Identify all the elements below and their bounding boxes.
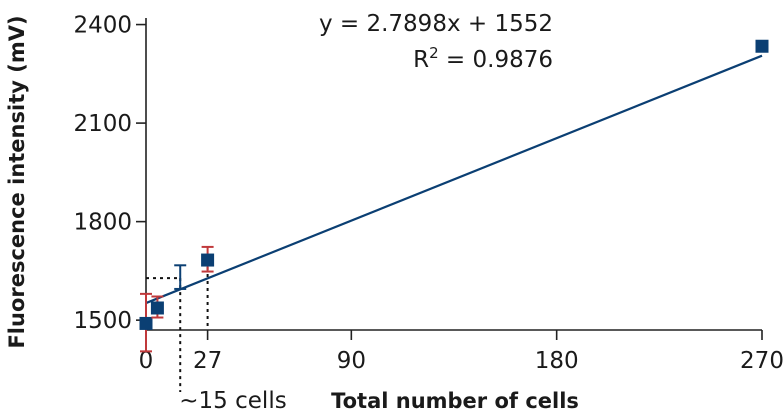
- r-squared-label: R2 = 0.9876: [413, 44, 553, 73]
- x-tick-label: 27: [193, 348, 222, 374]
- x-tick-label: 90: [337, 348, 366, 374]
- y-tick-label: 2100: [73, 111, 132, 137]
- x-axis-title: Total number of cells: [331, 389, 579, 413]
- data-point: [755, 39, 769, 53]
- trendline: [145, 54, 763, 305]
- y-axis-title: Fluorescence intensity (mV): [5, 15, 29, 348]
- y-tick-label: 2400: [73, 13, 132, 39]
- trendline-equation: y = 2.7898x + 1552: [319, 11, 553, 37]
- detection-guides: [146, 260, 209, 392]
- data-point: [139, 316, 153, 330]
- y-tick-label: 1500: [73, 308, 132, 334]
- x-tick-label: 0: [139, 348, 154, 374]
- x-tick-label: 180: [535, 348, 579, 374]
- data-point: [201, 253, 215, 267]
- axes: 1500 1800 2100 2400 0 27 90 180 270: [73, 13, 783, 374]
- r-squared-prefix: R: [413, 47, 429, 73]
- data-point: [150, 301, 164, 315]
- y-tick-label: 1800: [73, 210, 132, 236]
- trendline-group: [145, 54, 763, 305]
- data-points: [139, 39, 769, 353]
- r-squared-exponent: 2: [429, 44, 439, 62]
- detection-limit-label: ~15 cells: [179, 388, 286, 414]
- r-squared-value: = 0.9876: [439, 47, 553, 73]
- x-tick-label: 270: [740, 348, 783, 374]
